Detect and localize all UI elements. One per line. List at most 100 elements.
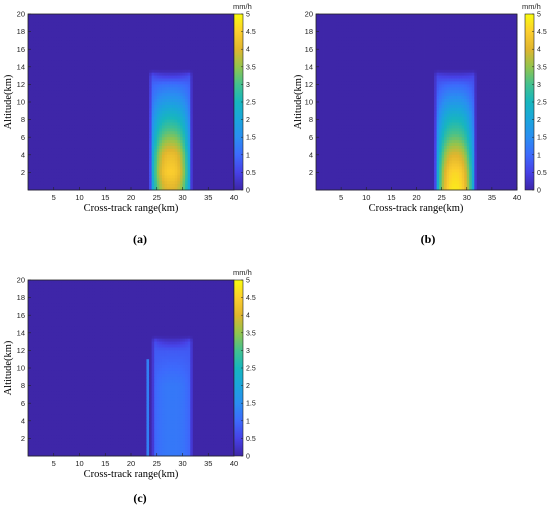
heatmap-cell: [221, 134, 225, 138]
heatmap-cell: [87, 163, 91, 167]
heatmap-cell: [82, 166, 86, 170]
heatmap-cell: [64, 40, 68, 44]
heatmap-cell: [218, 52, 222, 56]
heatmap-cell: [179, 81, 183, 85]
heatmap-cell: [205, 81, 209, 85]
heatmap-cell: [149, 110, 153, 115]
heatmap-cell: [190, 37, 194, 41]
heatmap-cell: [123, 172, 127, 176]
heatmap-cell: [161, 157, 165, 162]
heatmap-cell: [213, 151, 217, 156]
heatmap-cell: [61, 96, 65, 100]
heatmap-cell: [120, 143, 124, 147]
heatmap-cell: [174, 151, 178, 156]
heatmap-cell: [97, 99, 101, 103]
heatmap-cell: [123, 52, 127, 56]
heatmap-cell: [30, 19, 34, 24]
heatmap-cell: [120, 146, 124, 150]
heatmap-cell: [151, 58, 155, 62]
heatmap-cell: [228, 175, 232, 179]
heatmap-cell: [143, 43, 147, 47]
heatmap-cell: [149, 52, 153, 56]
heatmap-cell: [195, 184, 199, 188]
heatmap-cell: [87, 78, 91, 82]
heatmap-cell: [223, 104, 227, 109]
heatmap-cell: [182, 66, 186, 71]
heatmap-cell: [179, 96, 183, 100]
heatmap-cell: [48, 46, 52, 50]
heatmap-cell: [48, 93, 52, 97]
heatmap-cell: [185, 107, 189, 112]
heatmap-cell: [43, 125, 47, 129]
heatmap-cell: [179, 22, 183, 27]
heatmap-cell: [149, 166, 153, 170]
heatmap-cell: [149, 143, 153, 147]
heatmap-cell: [208, 184, 212, 188]
heatmap-cell: [79, 25, 83, 30]
heatmap-cell: [84, 87, 88, 91]
heatmap-cell: [84, 66, 88, 71]
heatmap-cell: [172, 119, 176, 123]
heatmap-cell: [156, 134, 160, 138]
heatmap-cell: [125, 187, 129, 191]
heatmap-cell: [167, 184, 171, 188]
heatmap-cell: [429, 14, 432, 18]
heatmap-cell: [58, 140, 62, 144]
heatmap-cell: [112, 28, 116, 32]
heatmap-cell: [149, 22, 153, 27]
heatmap-cell: [125, 19, 129, 24]
heatmap-cell: [84, 84, 88, 88]
heatmap-cell: [205, 184, 209, 188]
heatmap-cell: [167, 166, 171, 170]
heatmap-cell: [58, 122, 62, 126]
heatmap-cell: [97, 157, 101, 162]
heatmap-cell: [74, 78, 78, 82]
heatmap-cell: [102, 31, 106, 35]
heatmap-cell: [76, 172, 80, 176]
heatmap-cell: [228, 93, 232, 97]
heatmap-cell: [74, 58, 78, 62]
heatmap-cell: [84, 137, 88, 141]
heatmap-cell: [120, 78, 124, 82]
heatmap-cell: [35, 102, 39, 106]
heatmap-cell: [58, 87, 62, 91]
heatmap-cell: [190, 22, 194, 27]
heatmap-cell: [218, 28, 222, 32]
heatmap-cell: [146, 116, 150, 120]
heatmap-cell: [172, 25, 176, 30]
heatmap-cell: [66, 49, 70, 53]
heatmap-cell: [58, 14, 62, 18]
heatmap-cell: [156, 172, 160, 176]
heatmap-cell: [386, 16, 390, 21]
heatmap-cell: [84, 181, 88, 185]
heatmap-cell: [366, 14, 370, 18]
heatmap-cell: [97, 52, 101, 56]
heatmap-cell: [89, 116, 93, 120]
heatmap-cell: [179, 66, 183, 71]
heatmap-cell: [87, 104, 91, 109]
heatmap-cell: [154, 140, 158, 144]
heatmap-cell: [177, 163, 181, 167]
heatmap-cell: [197, 60, 201, 65]
heatmap-cell: [84, 96, 88, 100]
heatmap-cell: [215, 72, 219, 76]
heatmap-cell: [30, 140, 34, 144]
heatmap-cell: [154, 63, 158, 68]
heatmap-cell: [321, 16, 324, 21]
heatmap-cell: [210, 143, 214, 147]
heatmap-cell: [112, 151, 116, 156]
y-tick-label: 2: [21, 168, 25, 177]
heatmap-cell: [151, 104, 155, 109]
heatmap-cell: [123, 75, 127, 79]
heatmap-cell: [74, 148, 78, 153]
heatmap-cell: [112, 75, 116, 79]
heatmap-cell: [92, 107, 96, 112]
heatmap-cell: [48, 134, 52, 138]
heatmap-cell: [141, 22, 145, 27]
heatmap-cell: [79, 128, 83, 132]
heatmap-cell: [149, 90, 153, 94]
heatmap-cell: [221, 60, 225, 65]
heatmap-cell: [146, 102, 150, 106]
heatmap-cell: [143, 187, 147, 191]
